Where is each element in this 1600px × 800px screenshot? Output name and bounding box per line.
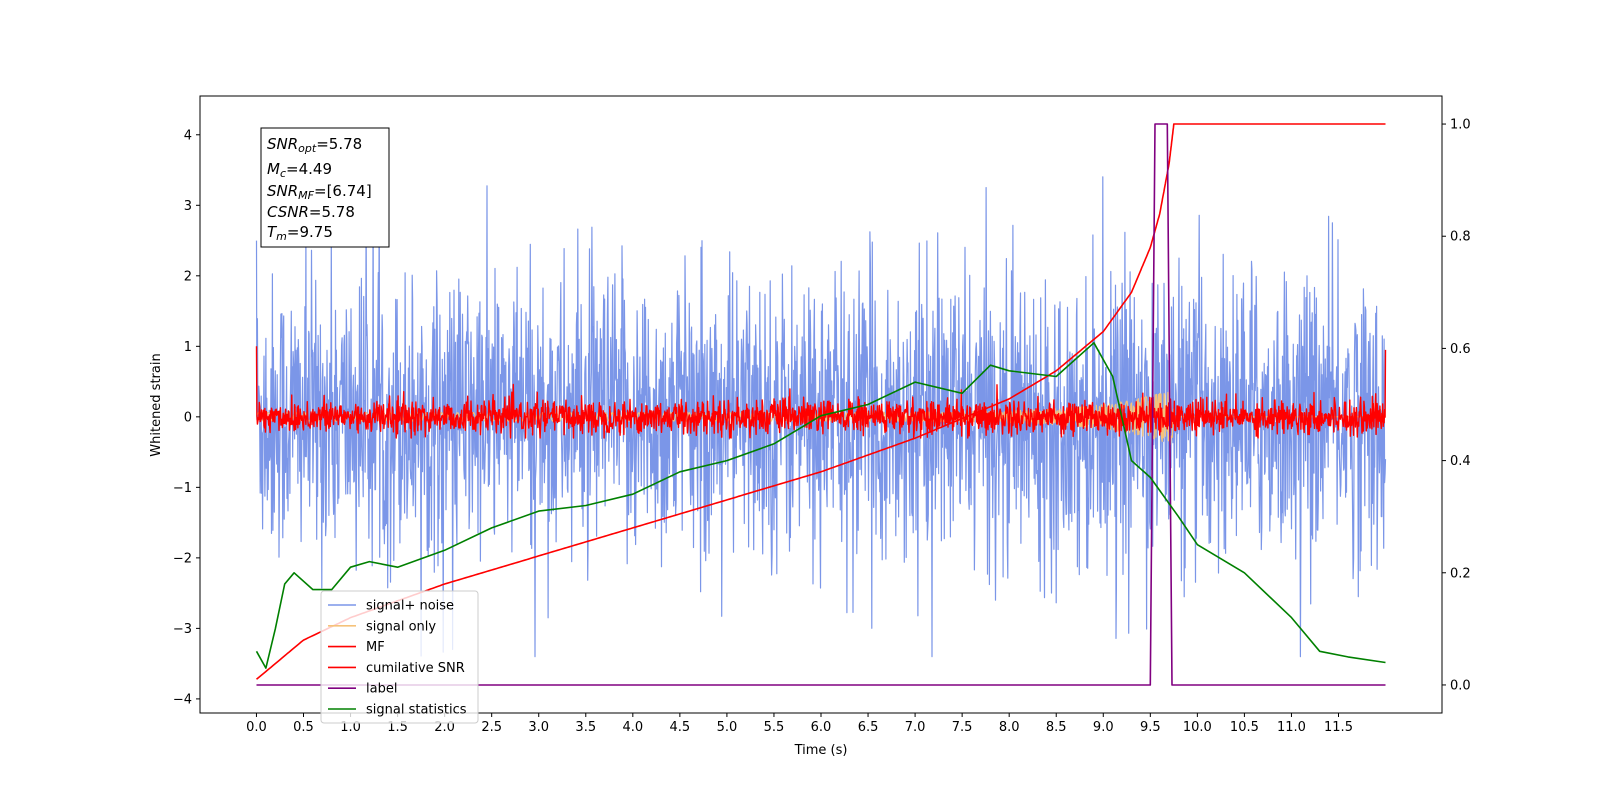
y2-tick-label: 1.0 [1450,118,1471,133]
y2-tick-label: 0.4 [1450,454,1471,469]
x-tick-label: 10.5 [1230,720,1259,735]
series-cumilative-snr [255,123,1386,680]
x-tick-label: 5.5 [764,720,785,735]
x-tick-label: 1.0 [340,720,361,735]
series-signal-statistics [255,341,1386,669]
x-tick-label: 0.0 [246,720,267,735]
legend-frame [320,590,479,724]
x-tick-label: 6.5 [858,720,879,735]
x-tick-label: 4.5 [670,720,691,735]
annotation-box: SNRopt=5.78 Mc=4.49 SNRMF=[6.74] CSNR=5.… [260,127,390,248]
legend-label-label: label [366,682,397,697]
legend-label-signal-only: signal only [366,619,436,634]
y-tick-label: −4 [173,692,192,707]
y-tick-label: −3 [173,622,192,637]
series-mf [255,346,1387,439]
y-tick-label: 4 [184,128,192,143]
y-axis-right: 1.0 0.8 0.6 0.4 0.2 0.0 [1442,118,1471,693]
x-tick-label: 3.0 [528,720,549,735]
y2-tick-label: 0.6 [1450,342,1471,357]
x-axis: 0.0 0.5 1.0 1.5 2.0 2.5 3.0 3.5 4.0 4.5 5.0 5.5 6.0 6… [246,713,1353,735]
x-tick-label: 4.0 [622,720,643,735]
y-axis-left: 4 3 2 1 0 −1 −2 −3 −4 [173,128,200,707]
x-axis-label: Time (s) [794,743,848,758]
series-label [256,123,1386,686]
x-tick-label: 9.5 [1140,720,1161,735]
x-tick-label: 11.5 [1324,720,1353,735]
x-tick-label: 7.5 [952,720,973,735]
annotation-snr-mf: SNRMF=[6.74] [267,182,372,202]
x-tick-label: 7.0 [905,720,926,735]
legend: signal+ noise signal only MF cumilative SNR… [320,590,479,724]
x-tick-label: 8.5 [1046,720,1067,735]
y2-tick-label: 0.2 [1450,566,1471,581]
y-axis-label: Whitened strain [149,353,164,456]
annotation-mc: Mc=4.49 [267,160,332,180]
x-tick-label: 3.5 [575,720,596,735]
series-signal-noise [255,147,1387,658]
y2-tick-label: 0.0 [1450,678,1471,693]
annotation-tm: Tm=9.75 [267,223,333,243]
x-tick-label: 10.0 [1183,720,1212,735]
x-tick-label: 11.0 [1277,720,1306,735]
legend-label-signal-noise: signal+ noise [366,599,454,614]
y-tick-label: 2 [184,269,192,284]
x-tick-label: 0.5 [293,720,314,735]
legend-label-signal-statistics: signal statistics [366,703,467,718]
x-tick-label: 6.0 [811,720,832,735]
y-tick-label: 0 [184,410,192,425]
x-tick-label: 2.5 [481,720,502,735]
x-tick-label: 2.0 [434,720,455,735]
x-tick-label: 5.0 [717,720,738,735]
y-tick-label: −2 [173,551,192,566]
annotation-snr-opt: SNRopt=5.78 [267,135,362,155]
y2-tick-label: 0.8 [1450,230,1471,245]
annotation-csnr: CSNR=5.78 [267,203,355,221]
legend-label-cumilative-snr: cumilative SNR [366,661,465,676]
y-tick-label: 1 [184,340,192,355]
x-tick-label: 8.0 [999,720,1020,735]
legend-label-mf: MF [366,640,385,655]
y-tick-label: −1 [173,481,192,496]
x-tick-label: 1.5 [387,720,408,735]
y-tick-label: 3 [184,199,192,214]
x-tick-label: 9.0 [1093,720,1114,735]
